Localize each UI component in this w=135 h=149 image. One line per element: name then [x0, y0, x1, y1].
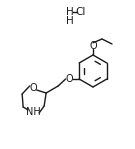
Text: O: O	[89, 41, 97, 51]
Text: O: O	[29, 83, 37, 93]
Text: H: H	[66, 16, 74, 26]
Text: NH: NH	[26, 107, 40, 117]
Text: H: H	[66, 7, 74, 17]
Text: O: O	[65, 74, 73, 84]
Text: Cl: Cl	[76, 7, 86, 17]
